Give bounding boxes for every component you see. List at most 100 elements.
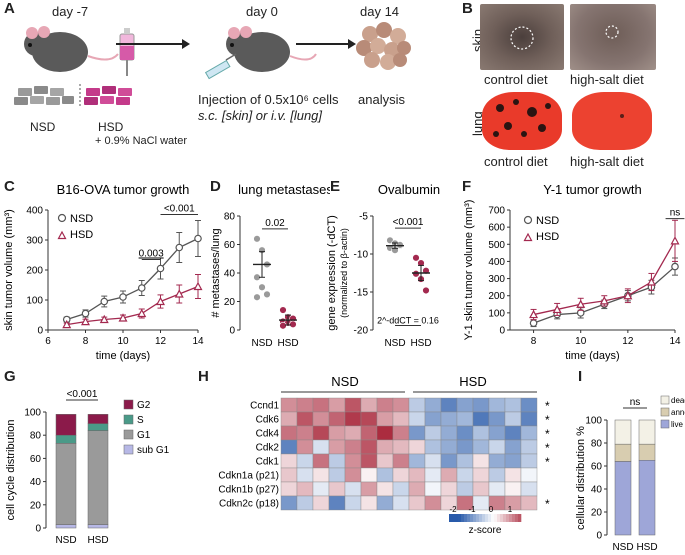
bar-segment-s xyxy=(87,423,109,431)
bar-segment-dead-cells xyxy=(638,419,656,445)
bar-segment-g2 xyxy=(87,414,109,424)
chart-y-label: (normalized to β-actin) xyxy=(339,228,349,318)
x-category-label: NSD xyxy=(251,338,272,349)
data-point-hsd xyxy=(412,270,420,278)
heatmap-cell xyxy=(376,411,394,427)
legend-label: S xyxy=(137,415,144,426)
heatmap-cell xyxy=(456,425,474,441)
panel-label-F: F xyxy=(462,178,472,195)
legend-gradient-step xyxy=(464,514,468,522)
chart-f: Y-1 tumor growth 0 100 200 300 400 500 600 700 8 1… xyxy=(463,182,685,362)
photo-lung-control xyxy=(482,92,562,150)
data-point-hsd xyxy=(193,281,203,291)
heatmap-cell xyxy=(456,467,474,483)
heatmap-cell xyxy=(296,495,314,511)
panel-label-I: I xyxy=(578,368,583,385)
chart-y-tick-label: 100 xyxy=(24,408,41,419)
legend-gradient-step xyxy=(452,514,456,522)
data-point-hsd xyxy=(174,289,184,298)
heatmap-cell xyxy=(296,439,314,455)
p-value-label: <0.001 xyxy=(164,204,195,215)
heatmap-cell xyxy=(504,439,522,455)
mouse-illustration xyxy=(226,26,317,72)
tumor-cluster-illustration xyxy=(356,22,411,70)
legend-gradient-step xyxy=(449,514,453,522)
heatmap-cell xyxy=(472,467,490,483)
chart-y-tick-label: 0 xyxy=(35,524,41,535)
chart-y-label: # metastases/lung xyxy=(210,228,222,317)
data-point-nsd xyxy=(194,234,202,243)
legend-tick-label: 1 xyxy=(508,505,513,514)
heatmap-cell xyxy=(488,481,506,497)
bar-segment-sub-g1 xyxy=(55,524,77,529)
legend-tick-label: 0 xyxy=(489,505,494,514)
heatmap-cell xyxy=(328,481,346,497)
panel-label-B: B xyxy=(462,0,473,17)
heatmap-cell xyxy=(312,453,330,469)
heatmap-cell xyxy=(280,453,298,469)
legend-nsd-marker xyxy=(57,213,67,223)
data-point-nsd xyxy=(100,297,109,306)
mouse-illustration xyxy=(24,26,119,72)
heatmap-cell xyxy=(392,467,410,483)
heatmap-cell xyxy=(408,397,426,413)
legend-gradient-step xyxy=(461,514,465,522)
heatmap-cell xyxy=(424,439,442,455)
bar-segment-g1 xyxy=(55,443,77,525)
heatmap-cell xyxy=(520,425,538,441)
chart-y-tick-label: 40 xyxy=(591,485,603,496)
legend-hsd-label: HSD xyxy=(70,229,93,241)
row-label: Cdkn1a (p21) xyxy=(218,471,279,482)
legend-gradient-step xyxy=(500,514,504,522)
chart-y-tick-label: -15 xyxy=(354,288,369,299)
heatmap-cell xyxy=(408,425,426,441)
heatmap-cell xyxy=(488,467,506,483)
heatmap-cell xyxy=(296,425,314,441)
legend-gradient-step xyxy=(473,514,477,522)
heatmap-cell xyxy=(504,411,522,427)
legend-gradient-step xyxy=(488,514,492,522)
panel-a-illustration xyxy=(14,22,411,108)
heatmap-cell xyxy=(408,411,426,427)
heatmap-cell xyxy=(392,453,410,469)
arrow-icon xyxy=(182,39,190,49)
group-label-hsd: HSD xyxy=(459,374,486,389)
panel-label-C: C xyxy=(4,178,15,195)
heatmap-cell xyxy=(520,397,538,413)
legend-tick-label: -2 xyxy=(449,505,457,514)
injection-line-2: s.c. [skin] or i.v. [lung] xyxy=(198,108,323,123)
bar-segment-s xyxy=(55,434,77,444)
heatmap-cell xyxy=(392,425,410,441)
heatmap-cell xyxy=(376,481,394,497)
heatmap-cell xyxy=(440,425,458,441)
chart-y-tick-label: 600 xyxy=(488,223,505,234)
heatmap-cell xyxy=(344,467,362,483)
legend-gradient-step xyxy=(482,514,486,522)
x-category-label: HSD xyxy=(87,535,108,546)
nsd-chow-pellets xyxy=(14,86,74,105)
legend-swatch xyxy=(660,419,670,429)
heatmap-cell xyxy=(440,467,458,483)
row-label: Cdk1 xyxy=(256,457,280,468)
chart-x-tick-label: 10 xyxy=(575,336,587,347)
heatmap-cell xyxy=(280,481,298,497)
heatmap-cell xyxy=(360,439,378,455)
analysis-label: analysis xyxy=(358,92,405,107)
legend-swatch xyxy=(123,414,134,425)
chart-y-tick-label: 200 xyxy=(26,266,43,277)
chart-e: Ovalbumin -5 -10 -15 -20 NSD HSD gene expressio… xyxy=(326,182,440,349)
legend-swatch xyxy=(660,395,670,405)
p-value-label: <0.001 xyxy=(67,389,98,400)
heatmap-cell xyxy=(280,397,298,413)
arrow-icon xyxy=(348,39,356,49)
legend-gradient-step xyxy=(485,514,489,522)
chart-y-tick-label: 60 xyxy=(224,240,236,251)
legend-gradient-step xyxy=(476,514,480,522)
p-value-label: ns xyxy=(670,208,681,219)
chart-x-tick-label: 14 xyxy=(669,336,681,347)
significance-star: * xyxy=(545,399,550,413)
heatmap-cell xyxy=(520,495,538,511)
heatmap-cell xyxy=(344,453,362,469)
significance-star: * xyxy=(545,427,550,441)
caption-skin-control: control diet xyxy=(484,72,548,87)
